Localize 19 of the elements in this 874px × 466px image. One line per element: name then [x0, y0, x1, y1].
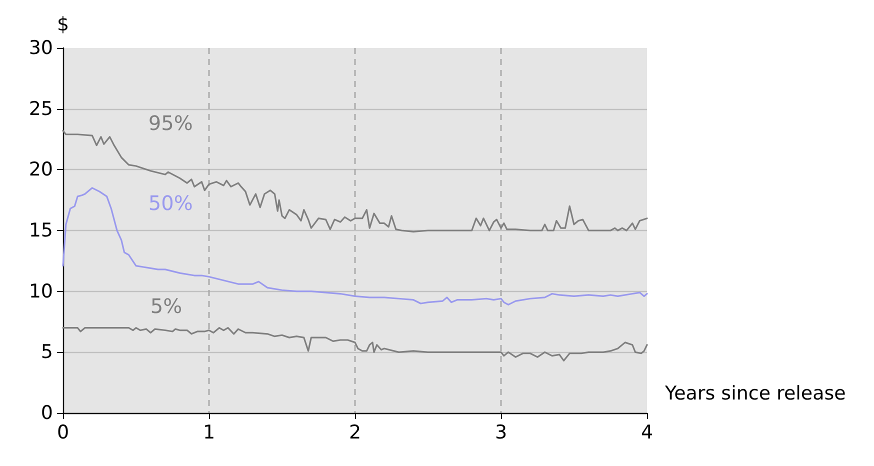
series-label: 50%	[148, 191, 193, 216]
y-tick-label: 5	[40, 341, 53, 364]
x-tick-label: 3	[494, 422, 508, 444]
x-tick-label: 0	[56, 422, 70, 444]
x-axis-title: Years since release	[664, 382, 846, 404]
x-tick-label: 1	[202, 422, 216, 444]
y-tick-label: 20	[28, 158, 53, 181]
line-series	[62, 327, 648, 362]
y-axis-title: $	[56, 14, 70, 36]
y-tick-label: 0	[40, 402, 53, 424]
x-tick-label: 2	[348, 422, 362, 444]
y-tick-label: 10	[28, 280, 53, 302]
y-tick-label: 25	[28, 98, 53, 120]
y-tick-label: 30	[28, 37, 53, 59]
line-series	[62, 130, 648, 233]
x-tick-label: 4	[640, 422, 654, 444]
series-label: 5%	[150, 294, 182, 318]
series-label: 95%	[148, 110, 193, 135]
y-tick-label: 15	[28, 220, 53, 242]
